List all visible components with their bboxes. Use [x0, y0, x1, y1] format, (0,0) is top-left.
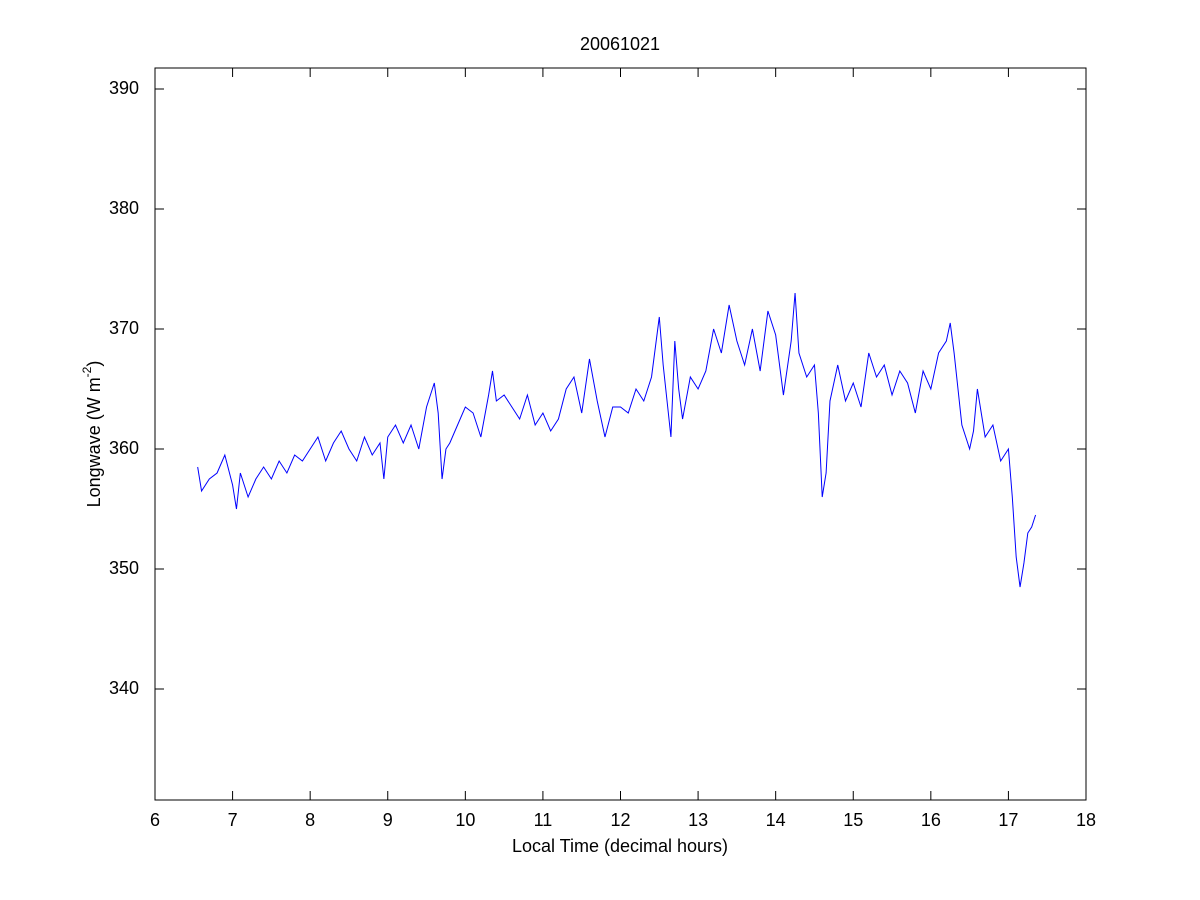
y-tick-label: 390	[109, 78, 139, 98]
y-axis-label-suffix: )	[84, 361, 104, 367]
x-tick-label: 6	[150, 810, 160, 830]
x-tick-label: 15	[843, 810, 863, 830]
y-tick-label: 360	[109, 438, 139, 458]
chart-title: 20061021	[580, 34, 660, 54]
x-tick-label: 7	[228, 810, 238, 830]
y-tick-label: 380	[109, 198, 139, 218]
y-axis-label-sup: -2	[80, 366, 94, 377]
x-tick-label: 14	[766, 810, 786, 830]
x-tick-label: 12	[610, 810, 630, 830]
y-tick-label: 350	[109, 558, 139, 578]
x-tick-label: 9	[383, 810, 393, 830]
x-tick-label: 17	[998, 810, 1018, 830]
x-tick-label: 13	[688, 810, 708, 830]
y-tick-label: 370	[109, 318, 139, 338]
x-tick-label: 8	[305, 810, 315, 830]
x-tick-label: 18	[1076, 810, 1096, 830]
y-tick-label: 340	[109, 678, 139, 698]
x-tick-label: 10	[455, 810, 475, 830]
y-axis-label-text: Longwave (W m	[84, 377, 104, 507]
y-axis-label: Longwave (W m-2)	[80, 361, 104, 508]
x-axis-label: Local Time (decimal hours)	[512, 836, 728, 856]
x-tick-label: 16	[921, 810, 941, 830]
data-line	[197, 292, 1037, 588]
x-tick-label: 11	[534, 810, 553, 830]
